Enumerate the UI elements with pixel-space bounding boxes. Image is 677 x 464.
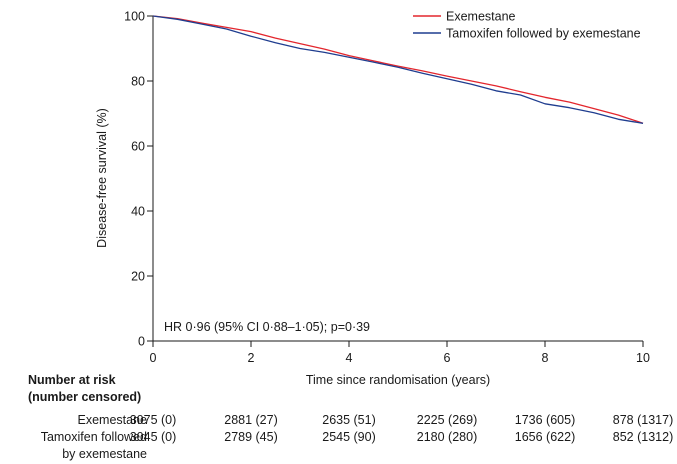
risk-cell: 3075 (0) (129, 413, 177, 427)
y-tick-label: 20 (131, 270, 145, 284)
x-tick-label: 2 (248, 351, 255, 365)
x-tick-label: 0 (150, 351, 157, 365)
risk-cell: 3045 (0) (129, 430, 177, 444)
x-tick-label: 10 (636, 351, 650, 365)
y-axis-title: Disease-free survival (%) (95, 108, 109, 248)
axes: 0 20 40 60 80 100 0 2 4 6 8 10 (124, 10, 650, 366)
risk-cell: 1656 (622) (514, 430, 576, 444)
risk-cell: 2225 (269) (416, 413, 478, 427)
x-tick-label: 6 (444, 351, 451, 365)
series-group (152, 15, 644, 124)
y-tick-label: 60 (131, 140, 145, 154)
risk-row-label: Exemestane (77, 413, 147, 427)
y-tick-label: 100 (124, 10, 145, 24)
risk-table-title: Number at risk (number censored) (28, 373, 142, 404)
y-tick-label: 0 (138, 335, 145, 349)
risk-cell: 878 (1317) (612, 413, 674, 427)
risk-cell: 2180 (280) (416, 430, 478, 444)
hazard-ratio-annotation: HR 0·96 (95% CI 0·88–1·05); p=0·39 (164, 320, 370, 334)
x-tick-label: 8 (542, 351, 549, 365)
risk-row-label: Tamoxifen followed by exemestane (40, 430, 147, 461)
risk-cell: 2789 (45) (224, 430, 278, 444)
risk-cell: 2881 (27) (224, 413, 278, 427)
risk-cell: 2635 (51) (322, 413, 376, 427)
series-line-exemestane (152, 15, 644, 124)
x-axis-title: Time since randomisation (years) (306, 373, 490, 387)
risk-cell: 2545 (90) (322, 430, 376, 444)
y-tick-label: 40 (131, 205, 145, 219)
legend-label: Tamoxifen followed by exemestane (446, 27, 641, 41)
legend: Exemestane Tamoxifen followed by exemesta… (413, 10, 641, 41)
y-tick-label: 80 (131, 75, 145, 89)
legend-label: Exemestane (446, 10, 516, 24)
risk-cell: 852 (1312) (612, 430, 674, 444)
series-line-tamoxifen-exemestane (152, 15, 644, 124)
x-tick-label: 4 (346, 351, 353, 365)
risk-cell: 1736 (605) (514, 413, 576, 427)
